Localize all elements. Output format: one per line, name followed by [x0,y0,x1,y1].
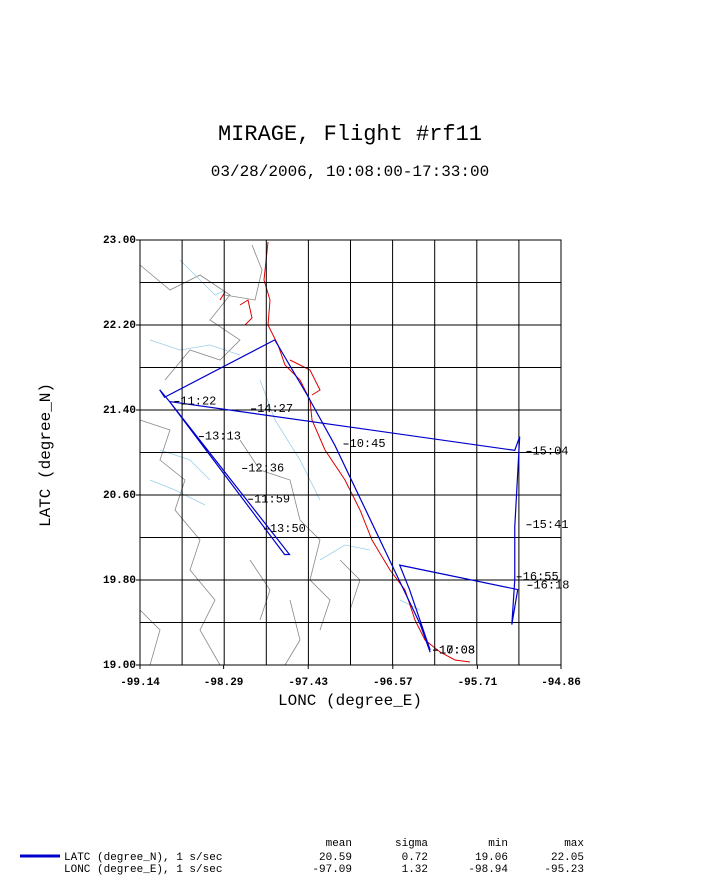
time-annotation: 10:45 [350,437,386,451]
y-axis-label: LATC (degree_N) [37,383,55,527]
stats-header: mean [326,838,352,850]
map-features [139,241,471,666]
time-annotation: 15:41 [532,518,568,532]
stats-header: min [488,838,508,850]
stats-value: -97.09 [312,864,352,876]
y-tick-label: 23.00 [103,235,136,247]
time-annotation: 14:27 [257,402,293,416]
legend-label: LATC (degree_N), 1 s/sec [64,852,222,864]
stats-header: sigma [395,838,428,850]
stats-value: -98.94 [468,864,508,876]
chart-title: MIRAGE, Flight #rf11 [218,122,482,147]
y-tick-label: 21.40 [103,405,136,417]
time-annotation: 11:59 [254,492,290,506]
stats-value: 22.05 [551,852,584,864]
stats-value: 19.06 [475,852,508,864]
stats-value: 20.59 [319,852,352,864]
x-tick-label: -99.14 [120,677,160,689]
time-annotation: 13:13 [205,430,241,444]
time-annotation: 11:22 [180,395,216,409]
rivers [149,259,421,611]
time-annotation: 13:50 [270,522,306,536]
stats-value: -95.23 [544,864,584,876]
flight-track [159,339,521,653]
time-annotation: 10:08 [439,643,475,657]
stats-header: max [564,838,584,850]
x-tick-label: -98.29 [204,677,244,689]
stats-value: 0.72 [402,852,428,864]
x-axis-label: LONC (degree_E) [278,692,422,710]
time-annotation: 17:03 [439,643,475,657]
legend-label: LONC (degree_E), 1 s/sec [64,864,222,876]
chart-subtitle: 03/28/2006, 10:08:00-17:33:00 [211,163,489,181]
stats-value: 1.32 [402,864,428,876]
coastline [219,241,471,663]
y-tick-label: 19.00 [103,660,136,672]
time-annotation: 12:36 [248,462,284,476]
x-tick-label: -95.71 [458,677,498,689]
y-tick-label: 22.20 [103,320,136,332]
time-annotation: 16:18 [533,578,569,592]
x-tick-label: -97.43 [288,677,328,689]
y-tick-label: 20.60 [103,490,136,502]
x-tick-label: -96.57 [373,677,413,689]
y-tick-label: 19.80 [103,575,136,587]
time-annotation: 15:04 [532,445,568,459]
time-annotation: 16:55 [523,570,559,584]
x-tick-label: -94.86 [541,677,581,689]
